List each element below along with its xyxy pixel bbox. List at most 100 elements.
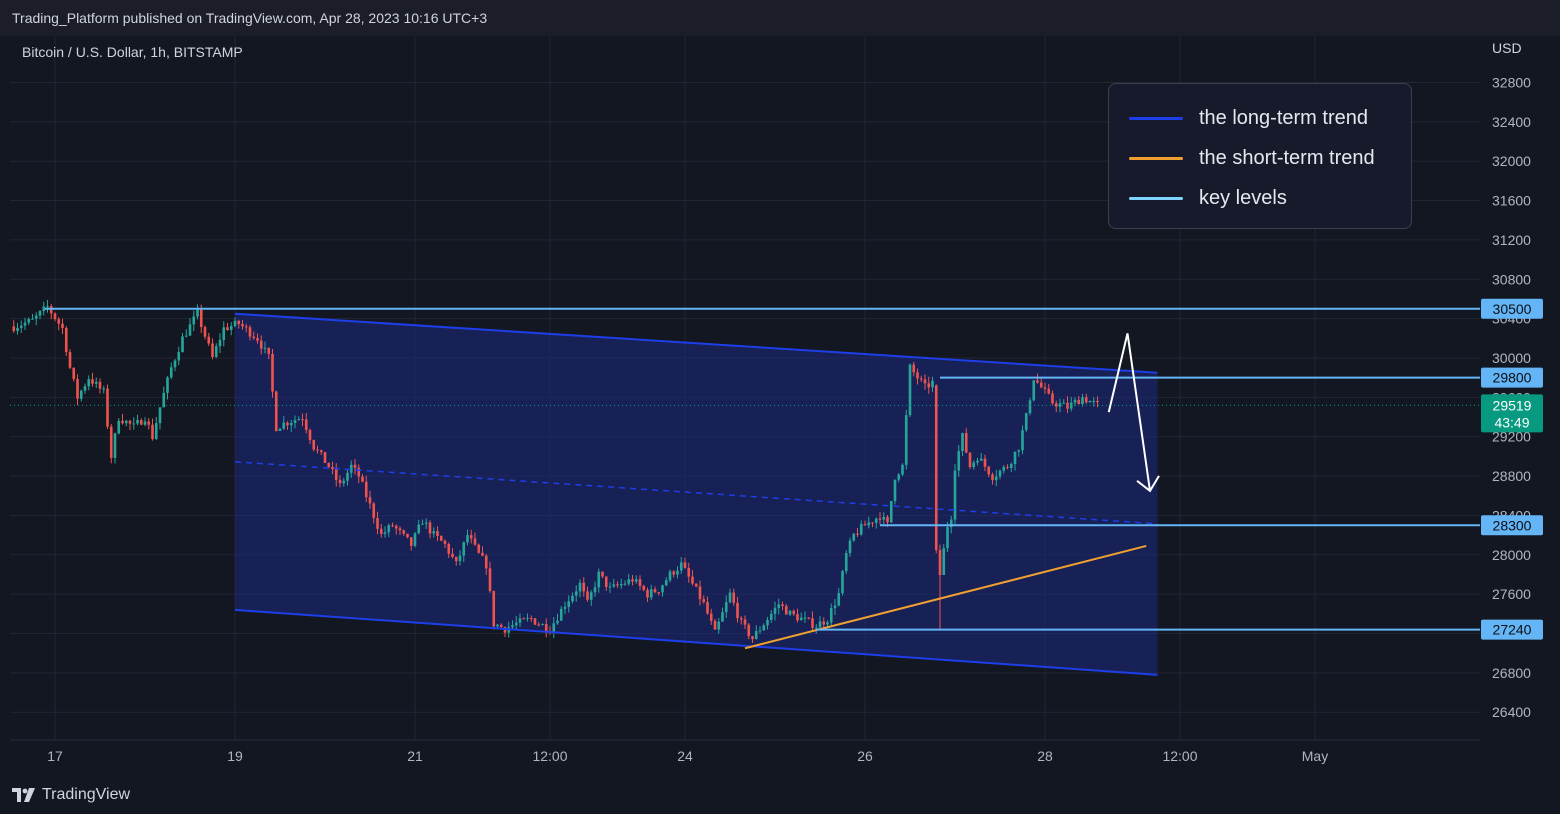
candle-body — [421, 523, 424, 525]
candle-body — [994, 476, 998, 481]
candle-body — [754, 631, 758, 640]
candle-body — [807, 617, 811, 619]
candle-body — [511, 625, 514, 628]
candle-body — [649, 589, 653, 598]
key-level-tag — [1481, 367, 1543, 388]
candle-body — [957, 451, 961, 471]
candle-body — [979, 458, 983, 461]
key-level-label: 29800 — [1493, 370, 1532, 386]
candle-body — [226, 327, 229, 330]
legend-label-key-levels: key levels — [1199, 186, 1287, 209]
candle-body — [391, 525, 394, 527]
y-tick-label: 28800 — [1492, 468, 1531, 484]
candle-body — [91, 379, 94, 384]
candle-body — [76, 378, 79, 399]
tradingview-logo[interactable]: TradingView — [12, 786, 130, 804]
candle-body — [484, 555, 488, 569]
key-level-label: 30500 — [1493, 301, 1532, 317]
candle-body — [1054, 403, 1058, 407]
candle-body — [871, 522, 874, 524]
candle-body — [383, 532, 387, 534]
candle-body — [338, 479, 342, 484]
candle-body — [601, 571, 604, 577]
x-tick-label: 21 — [407, 748, 423, 764]
candle-body — [1062, 402, 1066, 404]
candle-body — [61, 323, 64, 328]
candle-body — [252, 336, 256, 339]
candle-body — [694, 583, 698, 587]
candle-body — [417, 524, 421, 534]
candle-body — [27, 318, 31, 323]
candle-body — [173, 360, 177, 368]
candle-body — [436, 531, 439, 536]
candle-body — [514, 622, 518, 626]
candle-body — [1021, 430, 1024, 451]
candle-body — [923, 379, 927, 384]
candle-body — [1006, 466, 1009, 468]
short-term-trend-line — [744, 544, 1147, 650]
candle-body — [616, 584, 619, 586]
candle-body — [559, 608, 563, 621]
candle-body — [424, 522, 428, 524]
channel-zone — [235, 313, 1158, 675]
candle-body — [619, 583, 623, 586]
legend-swatch-key-levels — [1129, 196, 1183, 200]
candle-body — [481, 552, 484, 556]
candle-body — [83, 386, 87, 391]
candle-body — [488, 568, 492, 591]
candle-body — [717, 621, 721, 630]
candle-body — [289, 423, 293, 426]
candle-body — [938, 549, 942, 575]
candle-body — [1028, 400, 1032, 414]
candle-body — [676, 570, 679, 575]
candle-body — [934, 385, 938, 550]
candle-body — [357, 467, 361, 477]
candle-body — [319, 450, 323, 453]
candle-body — [409, 537, 413, 546]
candle-body — [222, 327, 226, 340]
legend-swatch-long-term — [1129, 116, 1183, 120]
candle-body — [571, 595, 574, 602]
candle-body — [1051, 393, 1054, 404]
candle-body — [402, 530, 406, 534]
y-tick-label: 26400 — [1492, 704, 1531, 720]
candle-body — [972, 462, 976, 468]
candle-body — [788, 610, 792, 615]
candle-body — [998, 470, 1002, 477]
candle-body — [541, 624, 544, 626]
candle-body — [927, 383, 931, 388]
candle-body — [241, 324, 244, 327]
candle-body — [64, 327, 68, 353]
candle-body — [889, 500, 893, 523]
projection-arrow — [1107, 333, 1151, 491]
candle-body — [124, 420, 128, 424]
x-tick-label: 12:00 — [1162, 748, 1197, 764]
candle-body — [1088, 401, 1092, 403]
candle-body — [751, 636, 754, 640]
candle-body — [413, 533, 417, 546]
candle-body — [589, 592, 593, 600]
y-tick-label: 27600 — [1492, 586, 1531, 602]
candle-body — [166, 377, 169, 393]
price-axis[interactable]: 3280032400320003160031200308003040030000… — [1480, 36, 1560, 776]
candle-body — [181, 336, 184, 353]
candle-body — [34, 315, 38, 319]
candle-body — [987, 466, 991, 475]
candle-body — [672, 571, 676, 575]
candle-body — [454, 556, 458, 562]
candle-body — [147, 421, 151, 425]
time-axis[interactable]: 17 19 21 12:00 24 26 28 12:00 May — [47, 748, 1328, 764]
y-tick-label: 29200 — [1492, 429, 1531, 445]
x-tick-label: May — [1302, 748, 1328, 764]
candle-body — [792, 610, 796, 615]
candle-body — [533, 618, 537, 625]
candle-body — [53, 313, 57, 320]
candle-body — [668, 571, 672, 581]
candle-body — [874, 518, 878, 523]
candle-body — [781, 604, 784, 606]
current-price-value: 29519 — [1493, 397, 1532, 413]
candle-body — [46, 306, 49, 308]
candle-body — [904, 415, 908, 465]
candle-body — [184, 335, 188, 337]
